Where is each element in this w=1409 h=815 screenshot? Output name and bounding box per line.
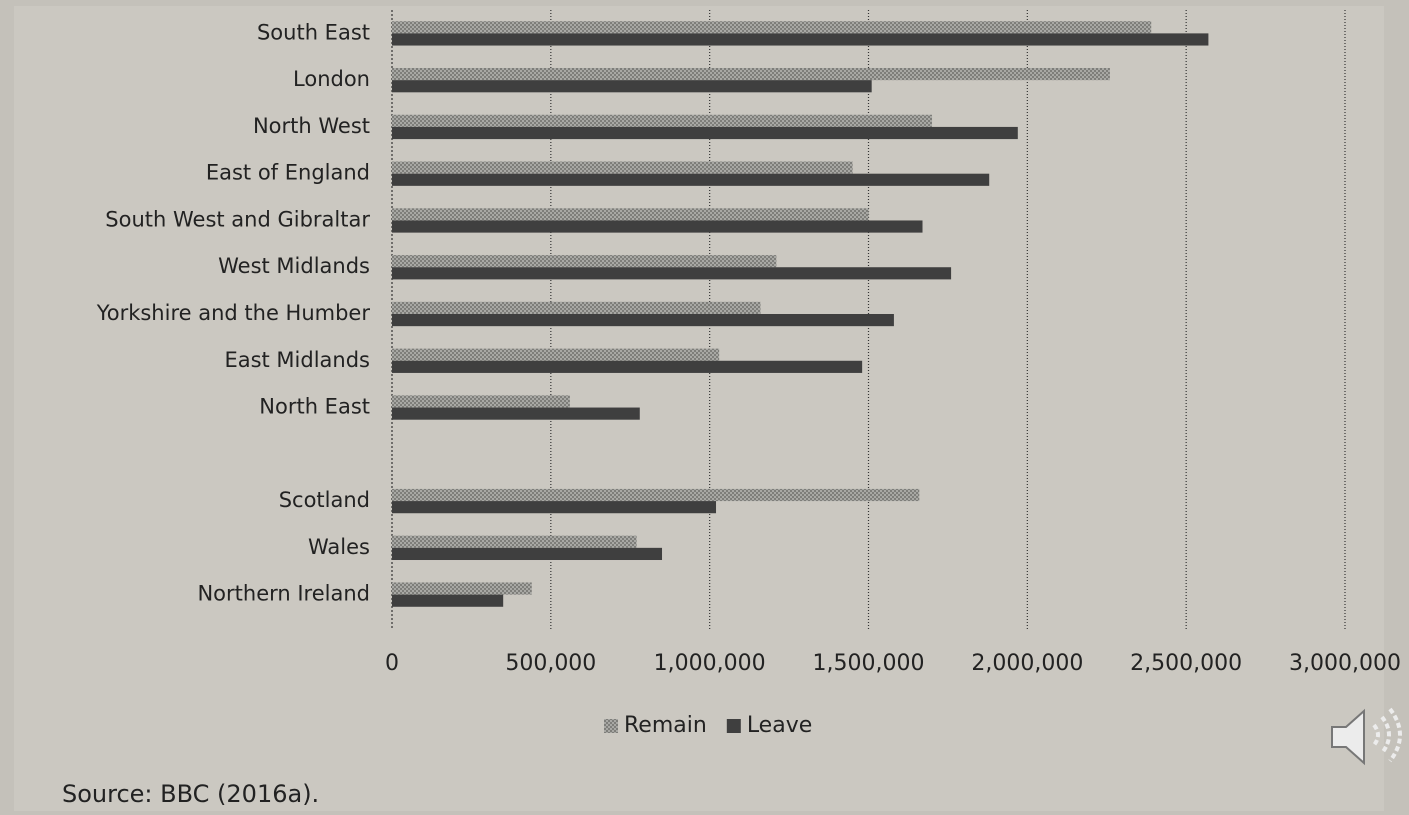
x-tick-label: 3,000,000 bbox=[1289, 651, 1401, 676]
bar bbox=[392, 21, 1152, 34]
bar bbox=[392, 594, 504, 607]
bar bbox=[392, 582, 532, 595]
x-tick-label: 1,500,000 bbox=[813, 651, 925, 676]
bar bbox=[392, 407, 640, 420]
y-tick-label: Scotland bbox=[279, 488, 370, 512]
bar bbox=[392, 161, 853, 174]
bar bbox=[392, 301, 761, 314]
bar bbox=[392, 33, 1209, 46]
bar bbox=[392, 80, 872, 93]
y-tick-label: East of England bbox=[206, 161, 370, 185]
y-tick-label: Wales bbox=[308, 535, 370, 559]
bar bbox=[392, 220, 923, 233]
y-tick-label: London bbox=[293, 67, 370, 91]
y-tick-label: North East bbox=[259, 395, 370, 419]
y-tick-label: North West bbox=[253, 114, 370, 138]
x-tick-label: 500,000 bbox=[505, 651, 596, 676]
bar bbox=[392, 67, 1110, 81]
legend-swatch bbox=[604, 719, 618, 733]
bar bbox=[392, 501, 717, 514]
speaker-icon bbox=[1331, 707, 1402, 766]
bar bbox=[392, 348, 720, 361]
y-tick-label: South East bbox=[257, 20, 370, 44]
source: Source: BBC (2016a). bbox=[62, 780, 319, 808]
bar bbox=[392, 395, 570, 408]
y-tick-label: Yorkshire and the Humber bbox=[96, 301, 371, 325]
y-tick-label: East Midlands bbox=[224, 348, 370, 372]
legend-label: Leave bbox=[747, 713, 812, 738]
legend-swatch bbox=[726, 719, 741, 733]
bar bbox=[392, 360, 863, 373]
bar bbox=[392, 126, 1018, 140]
x-tick-label: 0 bbox=[385, 651, 399, 676]
bar bbox=[392, 114, 933, 127]
y-tick-label: West Midlands bbox=[218, 254, 370, 278]
legend-label: Remain bbox=[624, 713, 707, 738]
x-tick-label: 2,500,000 bbox=[1130, 651, 1242, 676]
bar bbox=[392, 547, 663, 561]
bar bbox=[392, 267, 952, 280]
bar bbox=[392, 173, 990, 186]
bar bbox=[392, 208, 869, 221]
y-tick-label: South West and Gibraltar bbox=[105, 207, 370, 231]
x-tick-label: 2,000,000 bbox=[971, 651, 1083, 676]
bar bbox=[392, 488, 920, 502]
paper bbox=[14, 6, 1384, 811]
bar bbox=[392, 255, 777, 268]
x-tick-label: 1,000,000 bbox=[654, 651, 766, 676]
y-tick-label: Northern Ireland bbox=[197, 582, 370, 606]
bar bbox=[392, 535, 637, 548]
bar bbox=[392, 314, 894, 327]
